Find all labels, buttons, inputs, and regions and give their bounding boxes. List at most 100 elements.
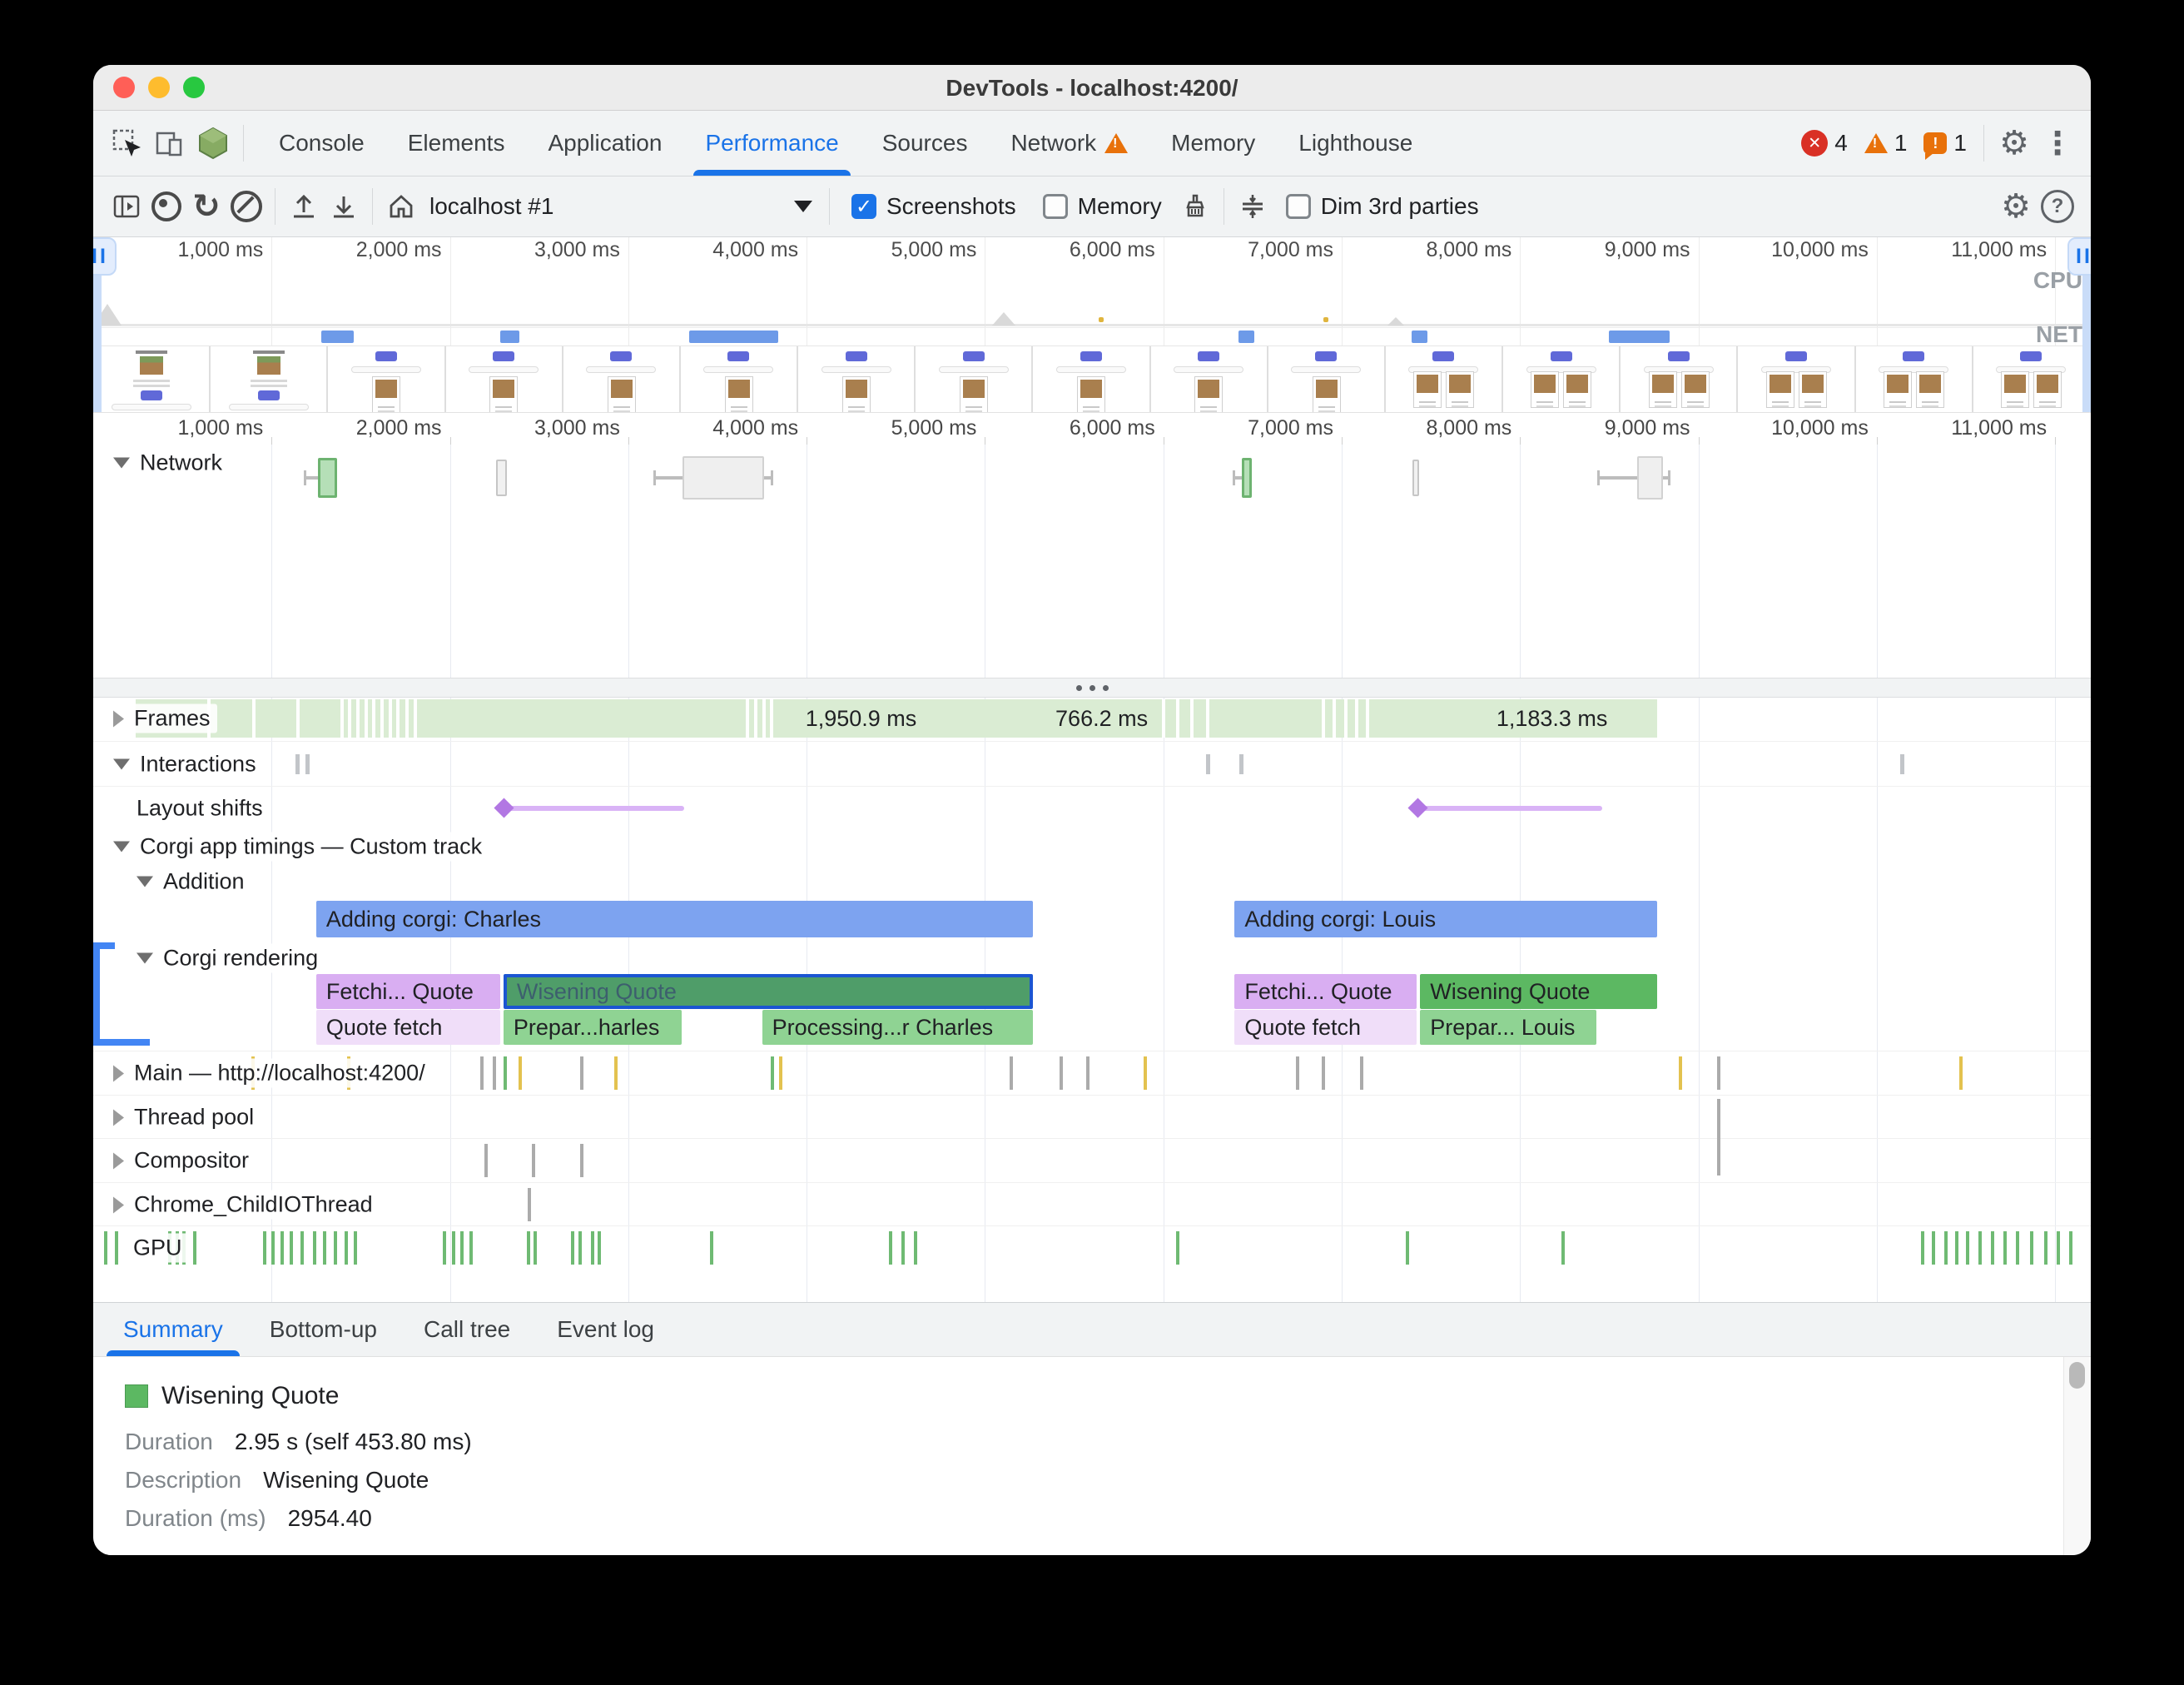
record-and-reload-button[interactable]: ↻ (192, 188, 221, 225)
thread-row-main-http-localhost-4200[interactable]: Main — http://localhost:4200/ (93, 1051, 2091, 1095)
error-badge[interactable]: ✕ 4 (1801, 130, 1848, 157)
network-request[interactable] (1242, 458, 1252, 498)
layout-shift-diamond-icon[interactable] (494, 798, 514, 818)
tab-application[interactable]: Application (526, 111, 683, 176)
timing-bar-fetchi-quote[interactable]: Fetchi... Quote (1234, 974, 1417, 1009)
timing-bar-fetchi-quote[interactable]: Fetchi... Quote (315, 974, 500, 1009)
frames-track[interactable]: 1,950.9 ms 766.2 ms 1,183.3 ms Frames (93, 696, 2091, 741)
filmstrip-frame[interactable] (93, 346, 211, 412)
frames-track-label[interactable]: Frames (107, 703, 217, 733)
timing-bar-processing-r-charles[interactable]: Processing...r Charles (762, 1010, 1034, 1045)
filmstrip-frame[interactable] (1268, 346, 1386, 412)
tab-sources[interactable]: Sources (861, 111, 990, 176)
tab-console[interactable]: Console (257, 111, 386, 176)
tab-performance[interactable]: Performance (683, 111, 860, 176)
capture-settings-gear-icon[interactable]: ⚙ (2001, 188, 2031, 225)
screenshots-checkbox[interactable]: ✓ Screenshots (851, 193, 1016, 220)
memory-checkbox[interactable]: Memory (1042, 193, 1162, 220)
toggle-sidebar-icon[interactable] (107, 186, 146, 226)
filmstrip-frame[interactable] (328, 346, 446, 412)
interactions-track[interactable]: Interactions (93, 741, 2091, 787)
layout-shift-line[interactable] (1417, 806, 1603, 811)
filmstrip-frame[interactable] (1738, 346, 1856, 412)
tab-call-tree[interactable]: Call tree (423, 1316, 511, 1342)
extension-hexagon-icon[interactable] (195, 125, 231, 162)
filmstrip-frame[interactable] (798, 346, 916, 412)
device-toolbar-icon[interactable] (151, 125, 188, 162)
network-request[interactable] (1637, 456, 1663, 500)
timing-bar-quote-fetch[interactable]: Quote fetch (315, 1010, 500, 1045)
tab-event-log[interactable]: Event log (557, 1316, 654, 1342)
filmstrip-frame[interactable] (211, 346, 329, 412)
timing-bar-prepar-harles[interactable]: Prepar...harles (503, 1010, 682, 1045)
garbage-collect-icon[interactable] (1175, 186, 1215, 226)
thread-row-thread-pool[interactable]: Thread pool (93, 1095, 2091, 1176)
network-request[interactable] (496, 460, 508, 496)
filmstrip-frame[interactable] (445, 346, 563, 412)
timing-bar-wisening-quote[interactable]: Wisening Quote (503, 974, 1034, 1009)
filmstrip-frame[interactable] (1621, 346, 1739, 412)
issues-badge[interactable]: ! 1 (1923, 130, 1967, 160)
timeline-overview[interactable]: 1,000 ms 2,000 ms 3,000 ms 4,000 ms 5,000 ms… (93, 237, 2091, 413)
summary-scrollbar[interactable] (2063, 1357, 2091, 1555)
session-selector[interactable]: localhost #1 (429, 193, 812, 220)
collapse-tracks-icon[interactable] (1233, 186, 1273, 226)
home-icon[interactable] (381, 186, 421, 226)
timing-bar-prepar-louis[interactable]: Prepar... Louis (1420, 1010, 1597, 1045)
thread-label-chrome-childiothread[interactable]: Chrome_ChildIOThread (107, 1190, 380, 1220)
filmstrip-frame[interactable] (1855, 346, 1973, 412)
overview-left-handle[interactable]: II (93, 237, 117, 276)
overview-right-handle[interactable]: II (2067, 237, 2091, 276)
upload-profile-icon[interactable] (284, 186, 324, 226)
filmstrip-frame[interactable] (1033, 346, 1151, 412)
filmstrip-frame[interactable] (916, 346, 1034, 412)
network-request[interactable] (682, 456, 765, 500)
thread-label-main-http-localhost-4200[interactable]: Main — http://localhost:4200/ (107, 1058, 432, 1088)
record-button[interactable] (146, 186, 186, 226)
timing-bar-adding-corgi-charles[interactable]: Adding corgi: Charles (315, 901, 1034, 937)
tab-network[interactable]: Network (989, 111, 1149, 176)
dim-3rd-parties-checkbox[interactable]: Dim 3rd parties (1285, 193, 1479, 220)
scrollbar-thumb[interactable] (2069, 1362, 2085, 1389)
timing-bar-wisening-quote[interactable]: Wisening Quote (1420, 974, 1658, 1009)
download-profile-icon[interactable] (324, 186, 364, 226)
rendering-group-label[interactable]: Corgi rendering (130, 943, 325, 973)
filmstrip-frame[interactable] (1973, 346, 2091, 412)
interactions-track-label[interactable]: Interactions (107, 749, 263, 779)
layout-shift-line[interactable] (504, 806, 685, 811)
layout-shift-diamond-icon[interactable] (1407, 798, 1428, 818)
clear-button[interactable] (226, 186, 266, 226)
tab-lighthouse[interactable]: Lighthouse (1277, 111, 1434, 176)
custom-track-label[interactable]: Corgi app timings — Custom track (107, 832, 489, 862)
custom-track-header[interactable]: Corgi app timings — Custom track (93, 829, 2091, 864)
filmstrip-frame[interactable] (680, 346, 799, 412)
thread-row-gpu[interactable]: GPU (93, 1225, 2091, 1270)
filmstrip-frame[interactable] (563, 346, 681, 412)
more-options-icon[interactable]: ⋮ (2042, 126, 2073, 162)
timing-bar-adding-corgi-louis[interactable]: Adding corgi: Louis (1234, 901, 1658, 937)
timeline-tracks[interactable]: Network 1,950.9 ms 766.2 ms 1,183.3 ms Fra… (93, 445, 2091, 1302)
tab-elements[interactable]: Elements (386, 111, 527, 176)
tab-bottom-up[interactable]: Bottom-up (269, 1316, 377, 1342)
minimize-window-button[interactable] (148, 77, 170, 98)
tab-summary[interactable]: Summary (100, 1303, 246, 1356)
settings-gear-icon[interactable]: ⚙ (1999, 125, 2029, 162)
inspect-element-icon[interactable] (108, 125, 145, 162)
timing-bar-quote-fetch[interactable]: Quote fetch (1234, 1010, 1417, 1045)
thread-label-thread-pool[interactable]: Thread pool (107, 1102, 261, 1132)
thread-row-chrome-childiothread[interactable]: Chrome_ChildIOThread (93, 1182, 2091, 1226)
track-group-resizer[interactable] (93, 678, 2091, 698)
filmstrip-frame[interactable] (1385, 346, 1504, 412)
thread-row-compositor[interactable]: Compositor (93, 1138, 2091, 1182)
zoom-window-button[interactable] (183, 77, 205, 98)
rendering-group-header[interactable]: Corgi rendering (93, 942, 2091, 974)
filmstrip-frame[interactable] (1503, 346, 1621, 412)
help-icon[interactable]: ? (2038, 186, 2077, 226)
addition-group-label[interactable]: Addition (130, 867, 251, 897)
thread-label-compositor[interactable]: Compositor (107, 1146, 256, 1176)
thread-label-gpu[interactable]: GPU (127, 1233, 189, 1263)
tab-memory[interactable]: Memory (1149, 111, 1277, 176)
network-track-label[interactable]: Network (107, 448, 230, 478)
network-request[interactable] (1412, 460, 1420, 496)
close-window-button[interactable] (113, 77, 135, 98)
